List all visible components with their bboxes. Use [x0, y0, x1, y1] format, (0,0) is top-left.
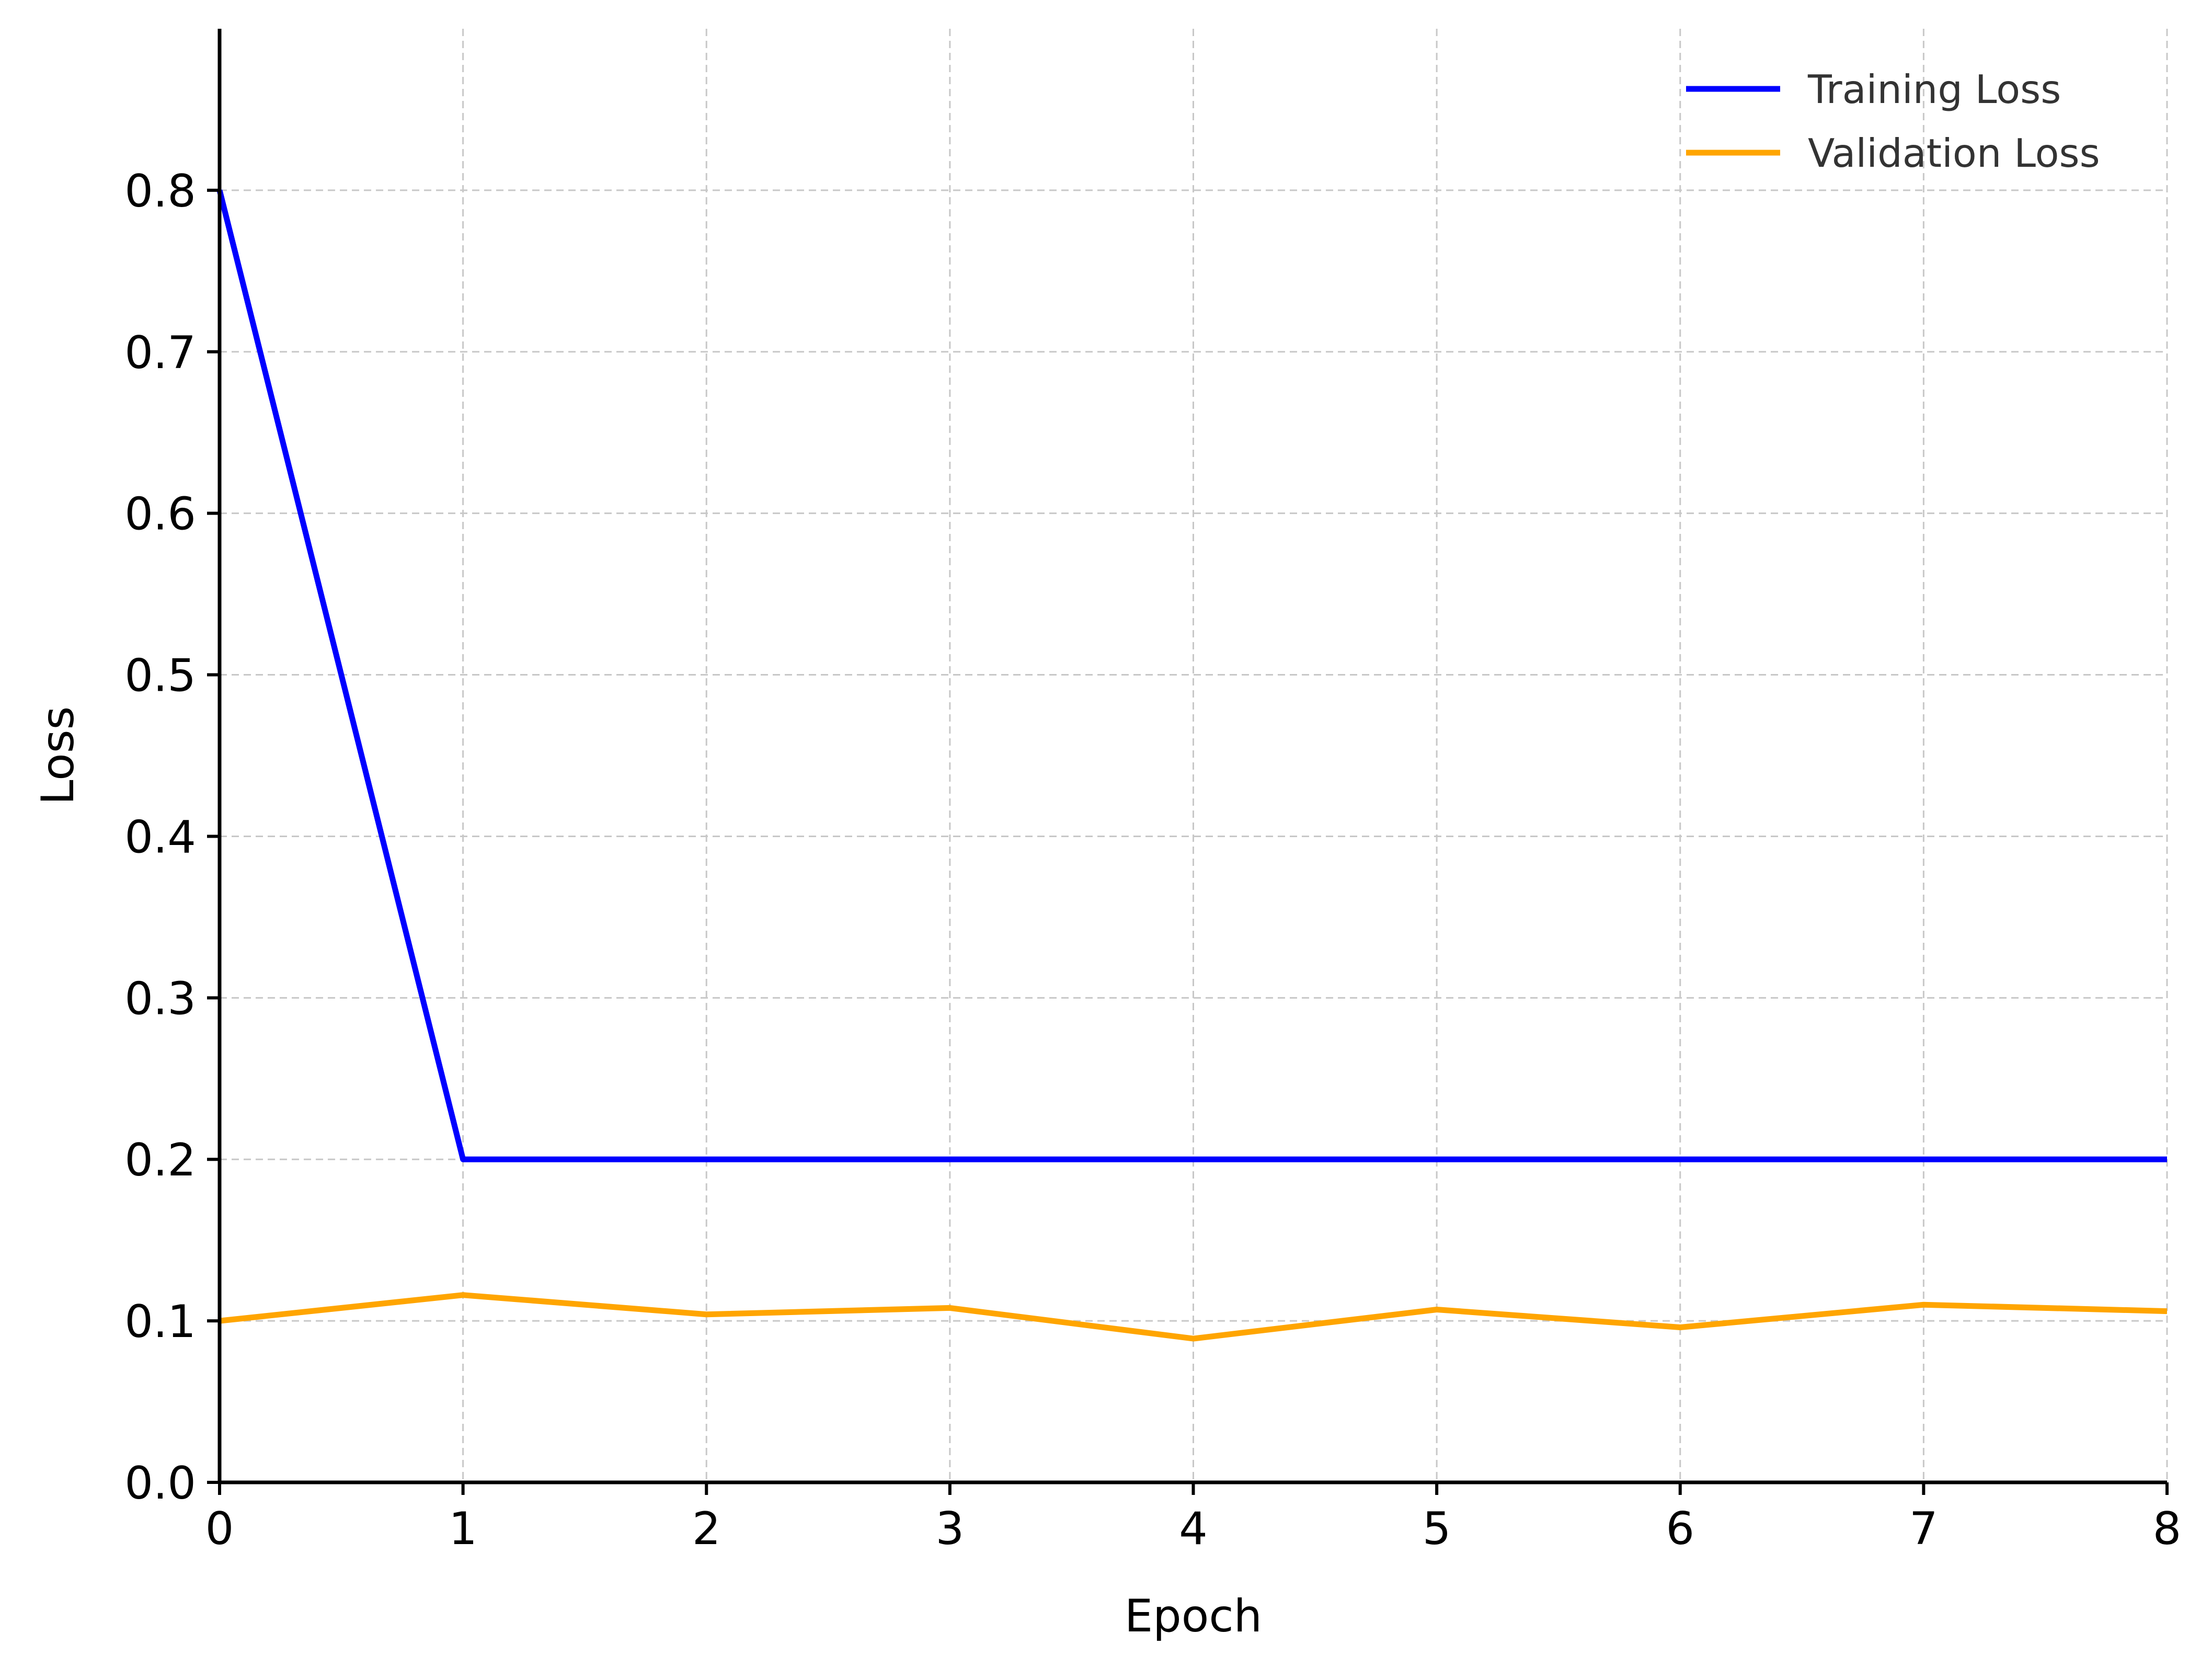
- legend-label-0: Training Loss: [1807, 66, 2061, 112]
- y-tick-label-3: 0.3: [124, 973, 196, 1025]
- series-lines: [216, 189, 2168, 1342]
- x-tick-label-6: 6: [1666, 1503, 1694, 1555]
- grid-lines: [219, 29, 2168, 1482]
- x-tick-label-4: 4: [1179, 1503, 1208, 1555]
- y-tick-label-8: 0.8: [124, 165, 196, 218]
- x-axis-ticks: 0 1 2 3 4 5 6 7 8: [205, 1482, 2182, 1555]
- y-tick-label-2: 0.2: [124, 1134, 196, 1186]
- y-tick-label-0: 0.0: [124, 1457, 196, 1510]
- y-tick-label-6: 0.6: [124, 488, 196, 541]
- x-tick-label-1: 1: [449, 1503, 477, 1555]
- y-tick-label-4: 0.4: [124, 811, 196, 863]
- series-line-training-loss: [216, 189, 2167, 1162]
- y-tick-label-1: 0.1: [124, 1296, 196, 1348]
- y-axis-label: Loss: [32, 706, 84, 805]
- y-tick-label-5: 0.5: [124, 650, 196, 702]
- legend-label-1: Validation Loss: [1808, 130, 2100, 176]
- legend: Training Loss Validation Loss: [1686, 66, 2100, 176]
- y-axis-ticks: 0.0 0.1 0.2 0.3 0.4 0.5 0.6 0.7 0.8: [124, 165, 220, 1510]
- x-axis-label: Epoch: [1125, 1590, 1262, 1642]
- x-tick-label-7: 7: [1909, 1503, 1938, 1555]
- x-tick-label-0: 0: [205, 1503, 234, 1555]
- x-tick-label-5: 5: [1423, 1503, 1451, 1555]
- series-line-validation-loss: [219, 1292, 2168, 1342]
- x-tick-label-3: 3: [936, 1503, 965, 1555]
- x-tick-label-8: 8: [2153, 1503, 2182, 1555]
- x-tick-label-2: 2: [692, 1503, 721, 1555]
- y-tick-label-7: 0.7: [124, 327, 196, 379]
